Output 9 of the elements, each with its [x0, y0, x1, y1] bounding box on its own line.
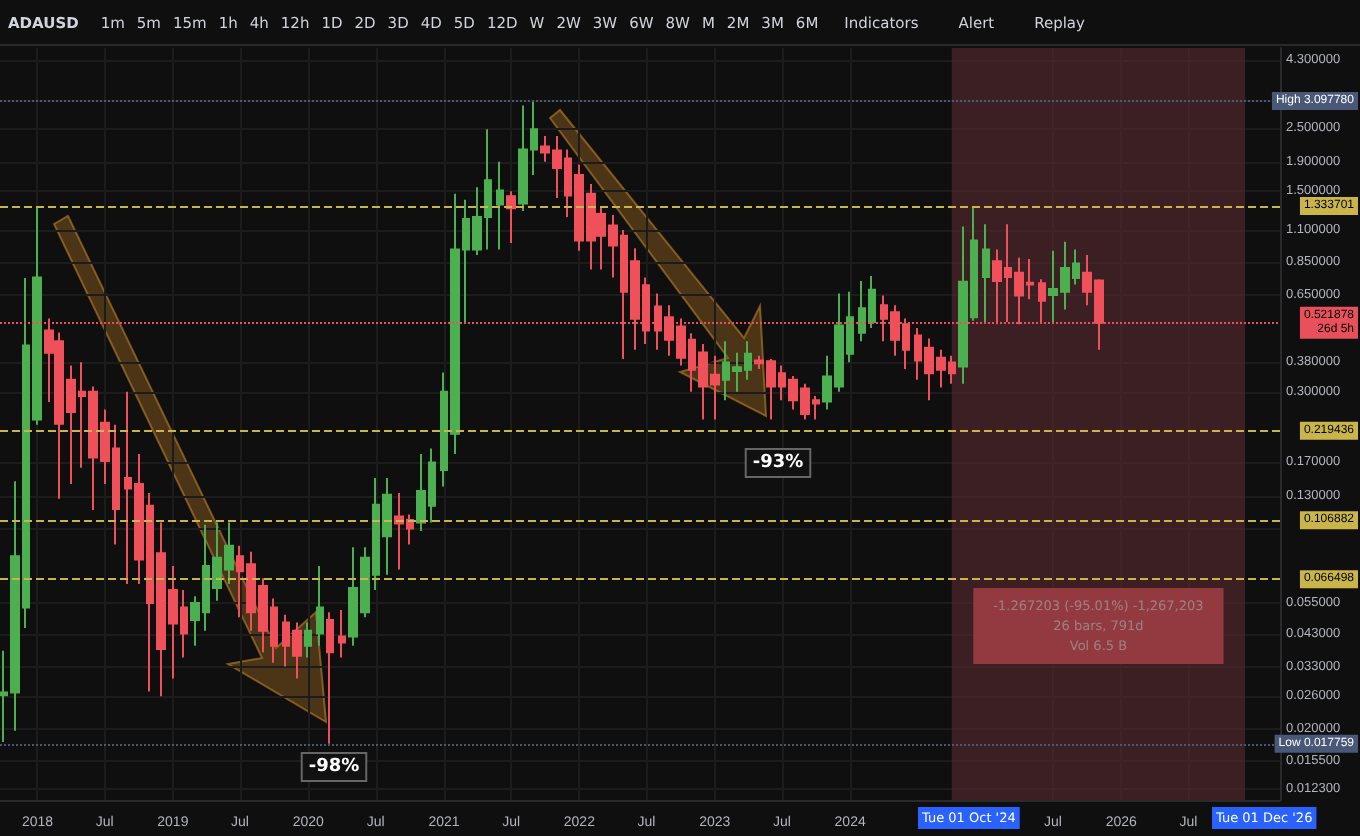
candlestick	[326, 611, 334, 745]
candlestick	[496, 160, 504, 251]
candlestick	[982, 223, 990, 323]
candlestick	[506, 190, 516, 245]
candlestick	[338, 608, 346, 659]
annotation: -98%	[308, 757, 360, 777]
candlestick	[316, 564, 324, 647]
annotation: -93%	[752, 453, 804, 473]
candlestick	[304, 621, 312, 659]
